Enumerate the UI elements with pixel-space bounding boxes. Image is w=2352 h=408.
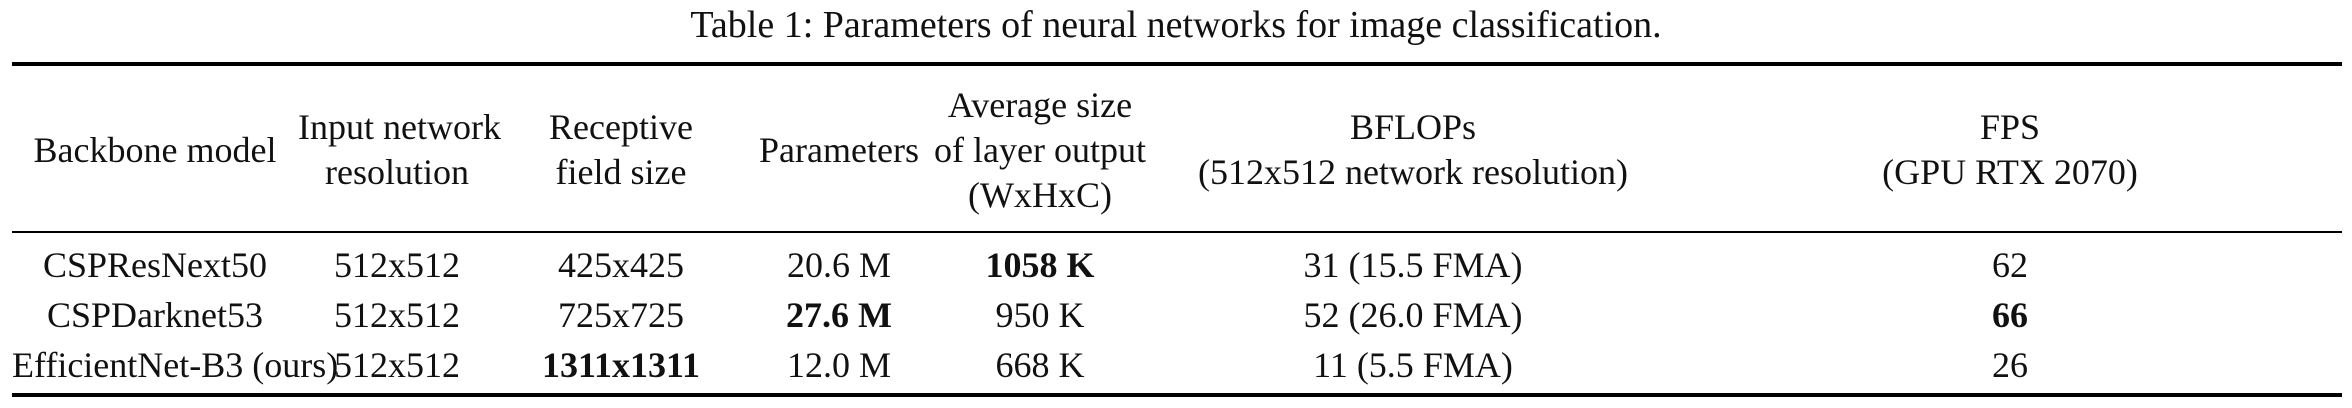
header-line: Average size — [947, 84, 1133, 125]
header-line: Backbone model — [33, 129, 277, 170]
cell-average-size: 668 K — [995, 345, 1085, 385]
cell-receptive-field: 425x425 — [558, 245, 684, 285]
cell-backbone-model: CSPResNext50 — [42, 245, 268, 285]
header-line: (WxHxC) — [968, 174, 1112, 215]
header-line: Receptive — [549, 107, 693, 147]
header-line: Parameters — [759, 129, 919, 170]
header-fps: FPS (GPU RTX 2070) — [1678, 70, 2342, 230]
header-line: Input network — [298, 107, 501, 147]
table-row: CSPResNext50 512x512 425x425 20.6 M 1058… — [12, 240, 2342, 290]
header-line: BFLOPs — [1349, 107, 1477, 147]
cell-bflops: 52 (26.0 FMA) — [1303, 295, 1523, 335]
table-caption: Table 1: Parameters of neural networks f… — [690, 4, 1662, 46]
header-row: Backbone model Input network resolution … — [12, 70, 2342, 230]
table-header: Backbone model Input network resolution … — [12, 70, 2342, 230]
header-line: resolution — [325, 152, 469, 192]
top-rule — [12, 62, 2342, 66]
header-rule — [12, 231, 2342, 233]
header-line: (GPU RTX 2070) — [1882, 152, 2138, 192]
cell-backbone-model: CSPDarknet53 — [47, 295, 263, 335]
table-body: CSPResNext50 512x512 425x425 20.6 M 1058… — [12, 240, 2342, 390]
cell-backbone-model: EfficientNet-B3 (ours) — [12, 345, 339, 385]
header-line: (512x512 network resolution) — [1198, 152, 1628, 192]
cell-average-size: 950 K — [995, 295, 1085, 335]
header-line: field size — [555, 152, 687, 192]
cell-input-resolution: 512x512 — [334, 345, 460, 385]
cell-fps: 66 — [1992, 295, 2028, 335]
header-receptive-field: Receptive field size — [496, 70, 746, 230]
cell-input-resolution: 512x512 — [334, 245, 460, 285]
header-line: of layer output — [934, 129, 1146, 170]
bottom-rule — [12, 393, 2342, 397]
header-line: FPS — [1979, 107, 2041, 147]
cell-fps: 26 — [1992, 345, 2028, 385]
cell-parameters: 20.6 M — [786, 245, 891, 285]
header-bflops: BFLOPs (512x512 network resolution) — [1148, 70, 1678, 230]
cell-parameters: 27.6 M — [786, 295, 892, 335]
header-average-size: Average size of layer output (WxHxC) — [932, 70, 1148, 230]
header-backbone-model: Backbone model — [12, 70, 298, 230]
cell-fps: 62 — [1992, 245, 2028, 285]
cell-bflops: 11 (5.5 FMA) — [1313, 345, 1513, 385]
cell-receptive-field: 1311x1311 — [541, 345, 701, 385]
header-input-resolution: Input network resolution — [298, 70, 501, 230]
cell-average-size: 1058 K — [985, 245, 1095, 285]
header-parameters: Parameters — [746, 70, 932, 230]
table-row: EfficientNet-B3 (ours) 512x512 1311x1311… — [12, 340, 2342, 390]
cell-bflops: 31 (15.5 FMA) — [1303, 245, 1523, 285]
cell-parameters: 12.0 M — [786, 345, 891, 385]
cell-input-resolution: 512x512 — [334, 295, 460, 335]
cell-receptive-field: 725x725 — [558, 295, 684, 335]
table-row: CSPDarknet53 512x512 725x725 27.6 M 950 … — [12, 290, 2342, 340]
